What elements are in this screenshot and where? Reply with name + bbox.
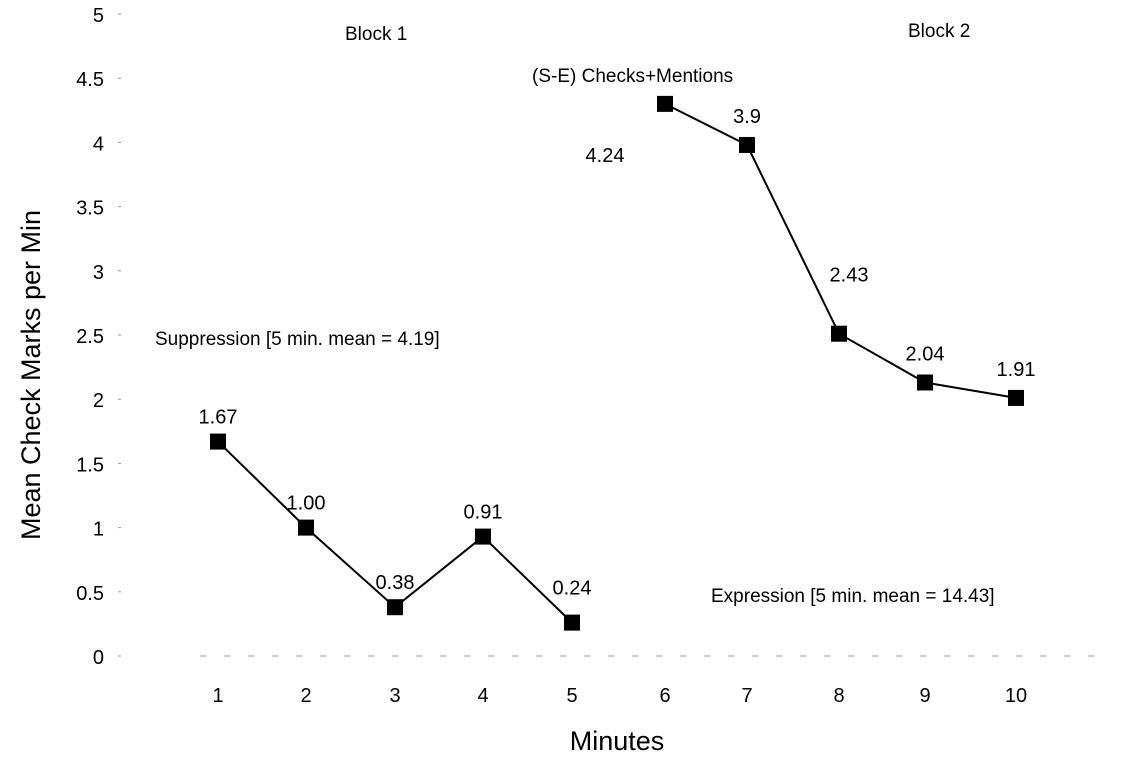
suppression-label: Suppression [5 min. mean = 4.19] (155, 329, 440, 350)
data-point-marker (298, 519, 314, 536)
data-point-marker (387, 599, 403, 616)
y-tick-label: 4.5 (76, 69, 104, 91)
x-tick-label: 6 (659, 685, 670, 707)
point-labels: 1.67 1.00 0.38 0.91 0.24 4.24 3.9 2.43 2.04 1.91 (199, 106, 1036, 600)
y-axis-ticks: 0 0.5 1 1.5 2 2.5 3 3.5 4 4.5 5 (76, 5, 121, 669)
data-label: 0.91 (464, 502, 503, 524)
y-tick-label: 5 (93, 5, 104, 27)
series-line (664, 102, 1017, 399)
y-tick-label: 0.5 (76, 583, 104, 605)
x-axis-ticks: 1 2 3 4 5 6 7 8 9 10 (212, 685, 1027, 707)
series-line (217, 440, 573, 624)
se-checks-label: (S-E) Checks+Mentions (532, 66, 733, 87)
data-label: 0.38 (376, 572, 415, 594)
x-tick-label: 9 (919, 685, 930, 707)
data-point-marker (917, 374, 933, 391)
data-label: 1.91 (997, 359, 1036, 381)
data-point-marker (475, 528, 491, 545)
x-tick-label: 3 (389, 685, 400, 707)
y-tick-label: 3.5 (76, 198, 104, 220)
data-point-marker (831, 325, 847, 342)
y-tick-label: 1.5 (76, 454, 104, 476)
block-1-label: Block 1 (345, 24, 407, 45)
x-tick-label: 5 (566, 685, 577, 707)
expression-label: Expression [5 min. mean = 14.43] (711, 586, 995, 607)
x-tick-label: 2 (300, 685, 311, 707)
data-point-marker (210, 433, 226, 450)
block-2-label: Block 2 (908, 21, 970, 42)
data-label: 2.43 (830, 265, 869, 287)
data-point-marker (739, 136, 755, 153)
x-tick-label: 7 (741, 685, 752, 707)
x-tick-label: 10 (1005, 685, 1027, 707)
y-tick-label: 3 (93, 262, 104, 284)
data-label: 4.24 (586, 145, 625, 167)
y-tick-label: 1 (93, 519, 104, 541)
data-point-marker (564, 614, 580, 631)
y-tick-label: 0 (93, 647, 104, 669)
data-point-marker (657, 95, 673, 112)
data-label: 3.9 (733, 106, 761, 128)
y-axis-title: Mean Check Marks per Min (16, 210, 46, 540)
series-lines (217, 102, 1017, 624)
data-label: 1.00 (287, 493, 326, 515)
y-tick-label: 2.5 (76, 326, 104, 348)
data-label: 1.67 (199, 407, 238, 429)
x-tick-label: 4 (477, 685, 488, 707)
x-tick-label: 1 (212, 685, 223, 707)
y-tick-label: 4 (93, 133, 104, 155)
y-tick-label: 2 (93, 390, 104, 412)
series-markers (210, 95, 1024, 631)
data-label: 0.24 (553, 578, 592, 600)
data-label: 2.04 (906, 344, 945, 366)
data-point-marker (1008, 389, 1024, 406)
x-tick-label: 8 (833, 685, 844, 707)
x-axis-title: Minutes (570, 726, 665, 756)
